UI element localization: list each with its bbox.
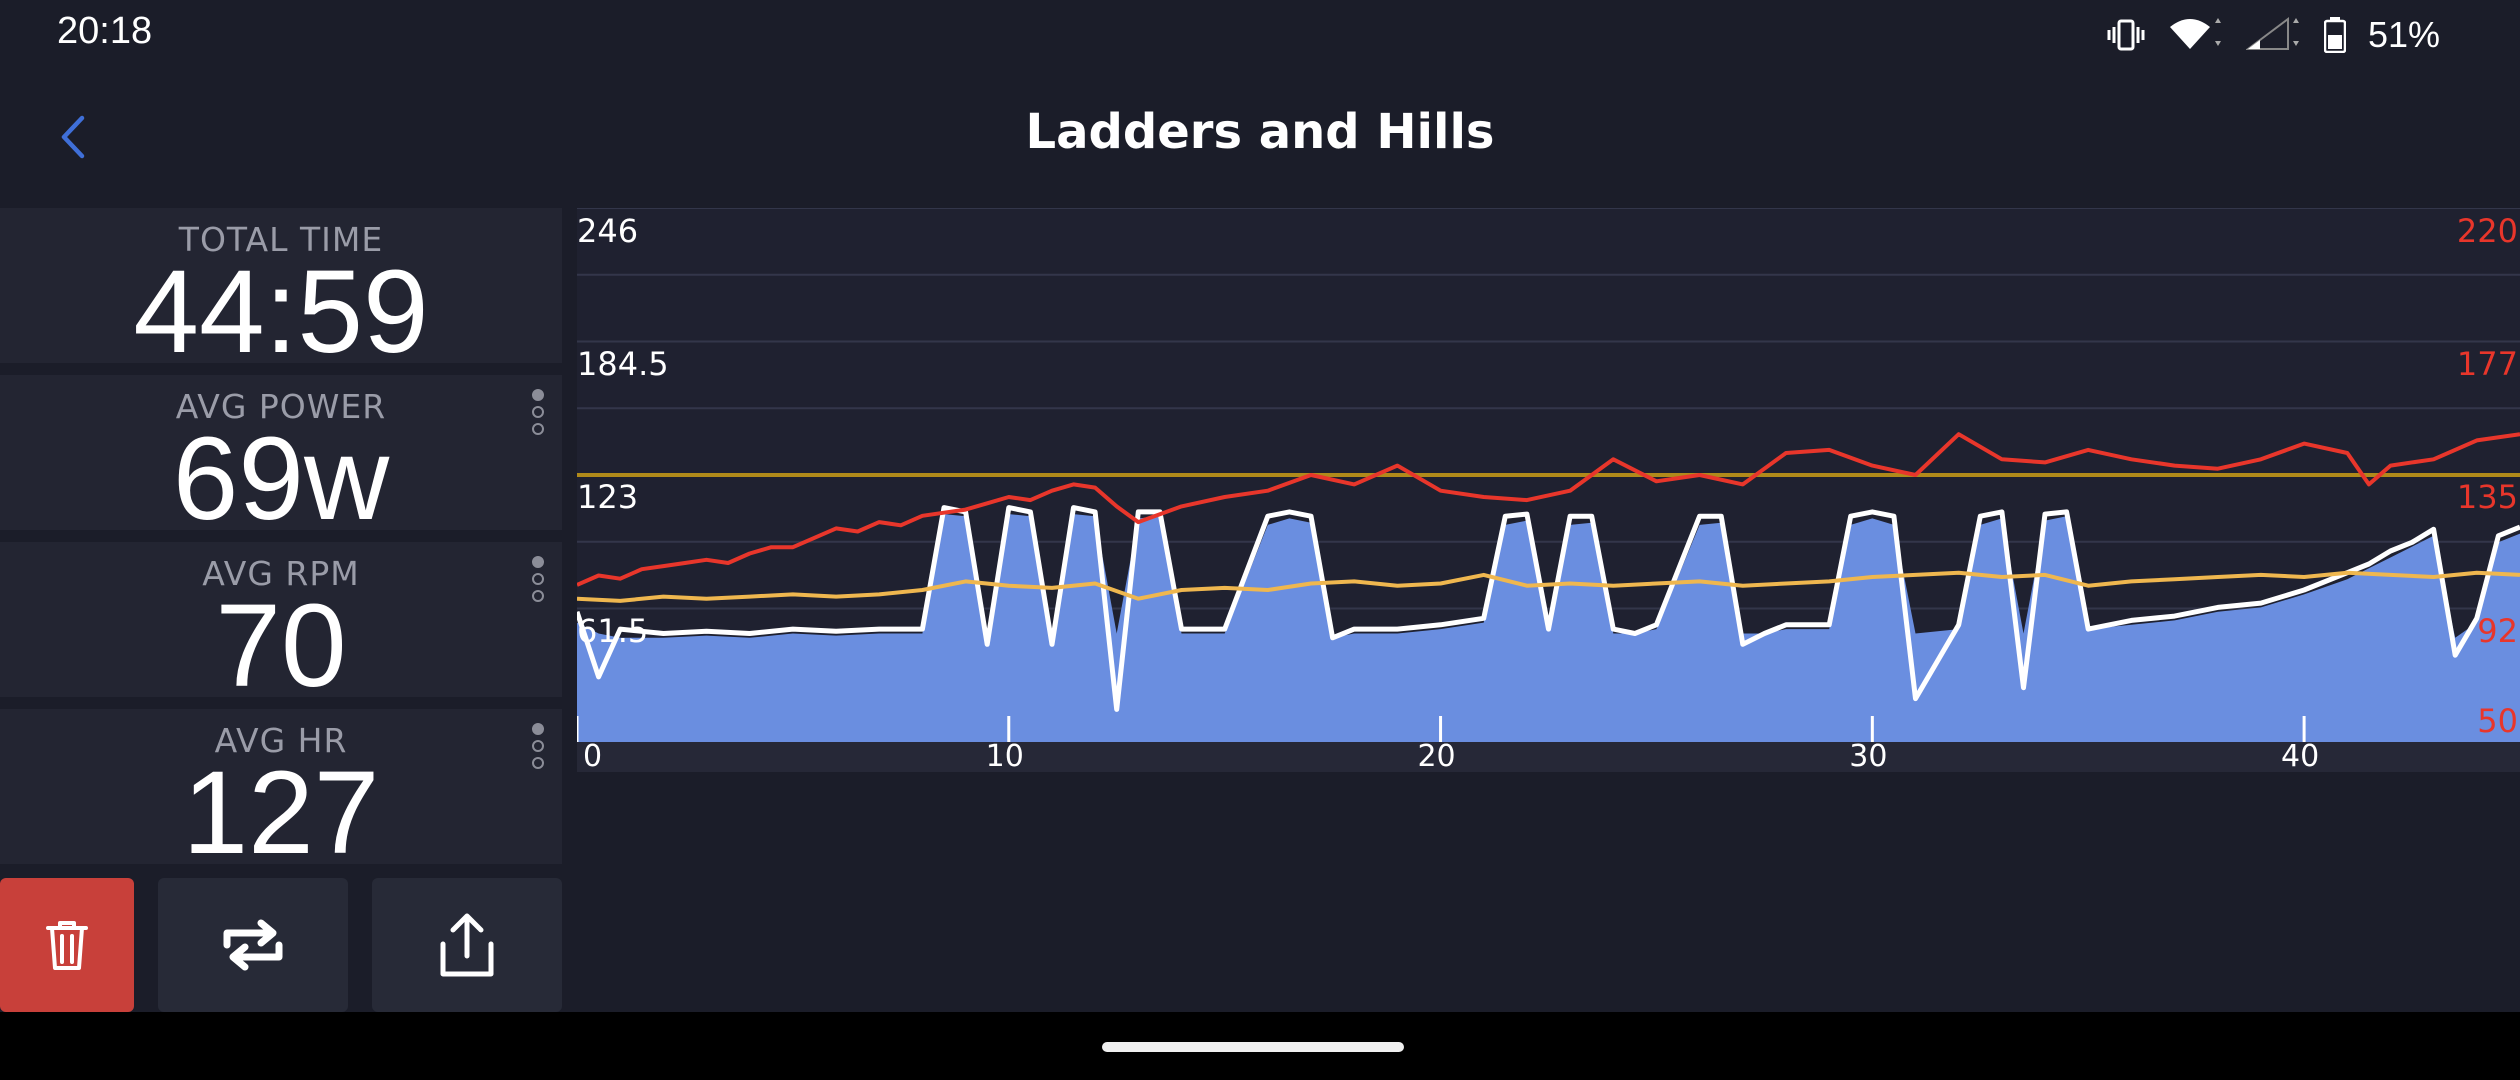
navigation-bar: [0, 1012, 2520, 1080]
status-time: 20:18: [57, 10, 153, 52]
status-bar: 20:18 51%: [0, 0, 2520, 70]
left-axis-label: 61.5: [577, 612, 648, 650]
wifi-icon: [2169, 18, 2221, 49]
repeat-button[interactable]: [158, 878, 348, 1012]
chevron-left-icon[interactable]: [50, 112, 100, 162]
stat-avg-power[interactable]: AVG POWER 69w: [0, 375, 562, 530]
status-icons: 51%: [2106, 14, 2440, 56]
x-tick-label: 40: [2281, 739, 2319, 772]
stat-value: 44:59: [133, 246, 429, 363]
power-area: [577, 514, 2520, 742]
chart-svg: 0 10 20 30 40 246 184.5 123 61.5 220 177 135 92 50: [574, 207, 2520, 774]
stat-label: AVG POWER: [175, 387, 387, 426]
page-dots-icon: [532, 556, 548, 607]
x-tick-label: 30: [1849, 739, 1887, 772]
share-button[interactable]: [372, 878, 562, 1012]
home-indicator[interactable]: [1102, 1042, 1404, 1052]
x-tick-label: 20: [1417, 739, 1455, 772]
right-axis-label: 135: [2457, 478, 2518, 516]
left-axis-label: 246: [577, 212, 638, 250]
workout-chart: 0 10 20 30 40 246 184.5 123 61.5 220 177 135 92 50: [574, 207, 2520, 774]
stat-value: 127: [182, 747, 380, 864]
left-axis-label: 123: [577, 478, 638, 516]
battery-percent: 51%: [2367, 14, 2440, 55]
series-line-2: [576, 570, 2520, 603]
stat-avg-rpm[interactable]: AVG RPM 70: [0, 542, 562, 697]
vibrate-icon: [2107, 19, 2145, 51]
stat-value: 69w: [172, 413, 390, 530]
x-axis-strip: [577, 742, 2520, 772]
stat-avg-hr[interactable]: AVG HR 127: [0, 709, 562, 864]
battery-icon: [2323, 17, 2346, 53]
share-icon: [440, 913, 494, 977]
series-line-1: [574, 505, 2520, 712]
x-tick-label: 10: [986, 739, 1024, 772]
delete-button[interactable]: [0, 878, 134, 1012]
trash-icon: [46, 921, 88, 970]
page-dots-icon: [532, 389, 548, 440]
series-line-3: [576, 432, 2520, 587]
signal-icon: [2245, 17, 2299, 50]
page-dots-icon: [532, 723, 548, 774]
header: Ladders and Hills: [0, 90, 2520, 180]
stat-label: AVG HR: [214, 721, 348, 760]
stat-total-time: TOTAL TIME 44:59: [0, 208, 562, 363]
right-axis-label: 92: [2477, 612, 2518, 650]
left-axis-label: 184.5: [577, 345, 669, 383]
x-tick-label: 0: [583, 739, 602, 772]
repeat-icon: [223, 919, 283, 971]
stat-value: 70: [215, 580, 347, 697]
stat-label: AVG RPM: [202, 554, 360, 593]
right-axis-label: 177: [2457, 345, 2518, 383]
page-title: Ladders and Hills: [1025, 104, 1495, 160]
right-axis-label: 50: [2477, 702, 2518, 740]
stat-label: TOTAL TIME: [178, 220, 384, 259]
right-axis-label: 220: [2457, 212, 2518, 250]
